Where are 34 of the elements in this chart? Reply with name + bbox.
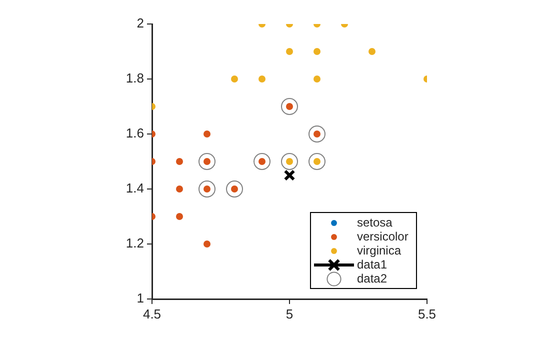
point (314, 76, 320, 82)
x-tick-label: 4.5 (142, 306, 162, 322)
point (204, 130, 210, 138)
point (286, 48, 293, 55)
point (226, 180, 243, 198)
point (254, 153, 270, 170)
x-tick-label: 5.5 (418, 306, 436, 322)
point (198, 153, 216, 170)
legend-label: data2 (357, 271, 388, 286)
point (204, 240, 210, 248)
legend-label: setosa (357, 215, 393, 230)
point (176, 213, 183, 220)
point (308, 153, 326, 170)
point (176, 158, 183, 165)
point (231, 76, 238, 82)
point (314, 48, 320, 55)
point (308, 126, 326, 142)
point (284, 170, 296, 181)
point (198, 180, 216, 198)
point (281, 98, 298, 115)
y-tick-label: 1.2 (126, 236, 144, 251)
legend-label: data1 (357, 257, 388, 272)
y-tick-label: 1.4 (126, 180, 144, 196)
point (368, 48, 376, 55)
y-tick-label: 1.8 (126, 70, 144, 86)
y-tick-label: 1.6 (126, 126, 144, 141)
point (176, 186, 183, 192)
y-tick-label: 1 (136, 290, 144, 306)
point (258, 76, 266, 82)
point (281, 153, 298, 170)
x-tick-label: 5 (286, 306, 294, 322)
legend-label: versicolor (357, 229, 408, 244)
y-tick-label: 2 (136, 16, 144, 31)
legend-label: virginica (357, 243, 402, 258)
